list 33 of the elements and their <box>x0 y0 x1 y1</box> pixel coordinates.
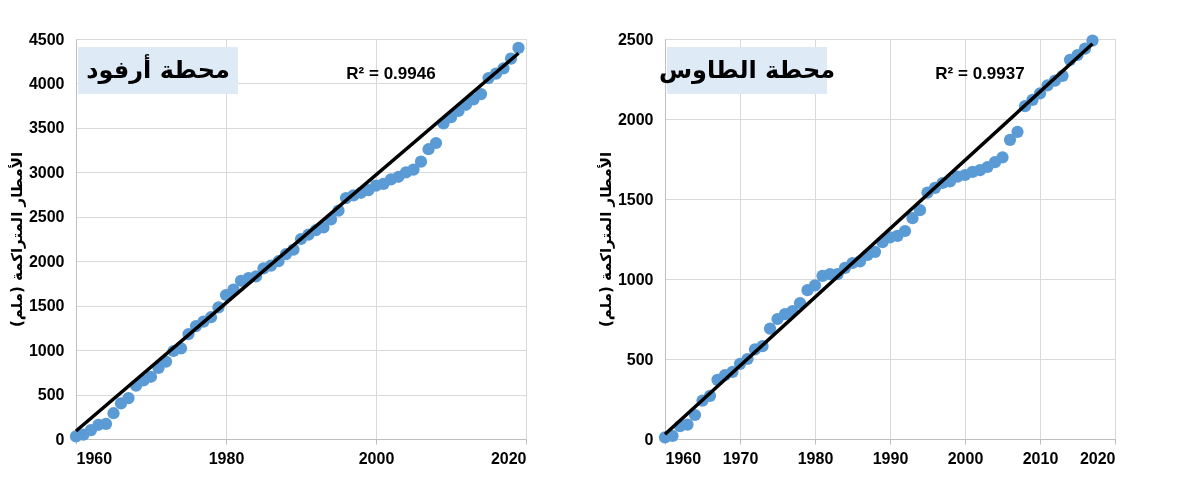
annotation: R² = 0.9946 <box>346 64 436 83</box>
y-tick-label: 0 <box>55 430 65 448</box>
x-tick-label: 1970 <box>722 449 759 467</box>
x-tick-label: 1960 <box>665 449 702 467</box>
text: محطة أرفود <box>86 54 230 84</box>
x-tick-label: 1960 <box>76 449 113 467</box>
x-tick-label: 1980 <box>208 449 245 467</box>
x-tick-label: 2020 <box>1079 449 1116 467</box>
y-tick-label: 1500 <box>28 297 65 315</box>
y-axis-title: الأمطار المتراكمة (ملم) <box>7 151 26 328</box>
y-tick-label: 500 <box>626 350 654 368</box>
y-tick-label: 3500 <box>28 119 65 137</box>
y-tick-label: 2000 <box>617 110 654 128</box>
y-tick-label: 1500 <box>617 190 654 208</box>
x-tick-label: 2020 <box>490 449 527 467</box>
y-tick-label: 2500 <box>28 208 65 226</box>
y-tick-label: 4000 <box>28 74 65 92</box>
x-tick-label: 2010 <box>1022 449 1059 467</box>
annotation: R² = 0.9937 <box>935 64 1025 83</box>
y-tick-label: 1000 <box>28 341 65 359</box>
y-tick-label: 500 <box>37 386 65 404</box>
y-tick-label: 2500 <box>617 30 654 48</box>
y-tick-label: 1000 <box>617 270 654 288</box>
x-tick-label: 2000 <box>947 449 984 467</box>
y-tick-label: 3000 <box>28 163 65 181</box>
y-tick-label: 2000 <box>28 252 65 270</box>
x-tick-label: 1980 <box>797 449 834 467</box>
y-axis-title: الأمطار المتراكمة (ملم) <box>596 151 615 328</box>
x-tick-label: 2000 <box>358 449 395 467</box>
y-tick-label: 4500 <box>28 30 65 48</box>
text: محطة الطاوس <box>658 56 836 84</box>
x-tick-label: 1990 <box>872 449 909 467</box>
y-tick-label: 0 <box>644 430 654 448</box>
